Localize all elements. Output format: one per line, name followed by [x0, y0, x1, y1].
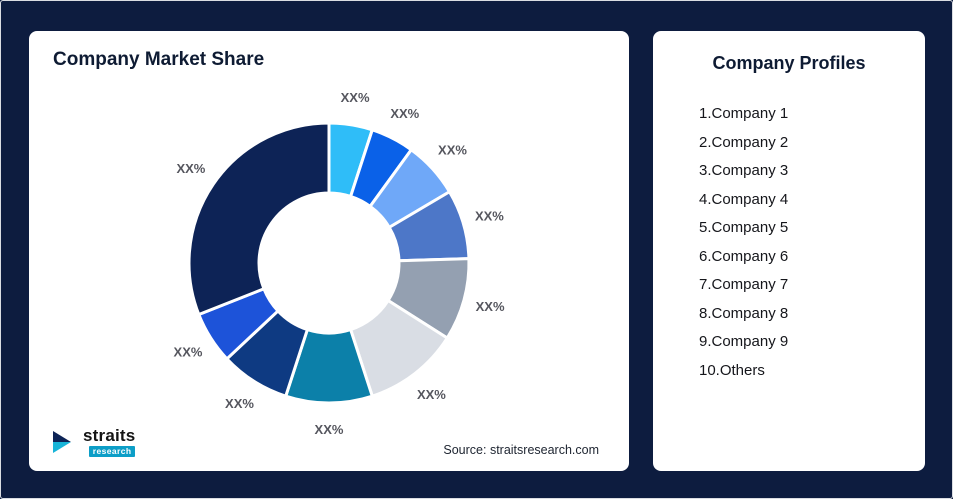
- market-share-card: Company Market Share XX% XX% XX% XX% XX% XX% X…: [29, 31, 629, 471]
- donut-segment-label: XX%: [341, 90, 370, 105]
- company-list-item: 9.Company 9: [699, 333, 789, 350]
- donut-segment-label: XX%: [438, 143, 467, 158]
- logo-text: straits research: [83, 425, 136, 457]
- company-list-item: 8.Company 8: [699, 304, 789, 322]
- straits-arrow-icon: [53, 430, 71, 453]
- donut-segment-label: XX%: [315, 422, 344, 437]
- logo-name: straits: [83, 425, 136, 445]
- company-list-item: 4.Company 4: [699, 190, 789, 208]
- company-list-item: 3.Company 3: [699, 162, 789, 179]
- donut-segment-label: XX%: [417, 387, 446, 402]
- chart-title: Company Market Share: [53, 49, 265, 70]
- source-attribution: Source: straitsresearch.com: [443, 443, 599, 457]
- company-list-item: 5.Company 5: [699, 219, 789, 236]
- donut-segment-label: XX%: [476, 299, 505, 314]
- donut-chart: XX% XX% XX% XX% XX% XX% XX% XX% XX% XX%: [174, 90, 505, 437]
- donut-segment-label: XX%: [174, 345, 203, 360]
- donut-segment-label: XX%: [225, 396, 254, 411]
- straits-research-logo: straits research: [51, 425, 136, 457]
- donut-segment-label: XX%: [475, 208, 504, 223]
- company-list: 1.Company 1 2.Company 2 3.Company 3 4.Compa…: [699, 105, 909, 390]
- donut-segment-label: XX%: [390, 106, 419, 121]
- company-list-item: 1.Company 1: [699, 105, 789, 122]
- profiles-title: Company Profiles: [712, 53, 866, 73]
- company-list-item: 10.Others: [699, 361, 765, 379]
- donut-segment: [187, 121, 331, 317]
- logo-subtitle: research: [88, 445, 136, 457]
- company-list-item: 6.Company 6: [699, 247, 789, 265]
- company-list-item: 7.Company 7: [699, 276, 789, 293]
- company-profiles-card: Company Profiles 1.Company 1 2.Company 2 3…: [653, 31, 925, 471]
- donut-segment-label: XX%: [176, 161, 205, 176]
- company-list-item: 2.Company 2: [699, 133, 789, 151]
